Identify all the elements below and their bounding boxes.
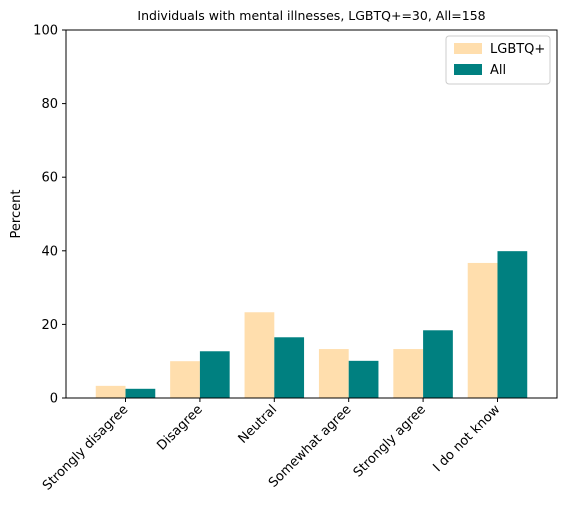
y-axis-ticks: 0 20 40 60 80 100 — [33, 24, 66, 407]
chart-title: Individuals with mental illnesses, LGBTQ… — [137, 8, 485, 23]
y-tick-label: 20 — [41, 318, 58, 333]
y-tick-label: 40 — [41, 244, 58, 259]
bar-lgbtq-3 — [318, 349, 349, 398]
bar-all-2 — [274, 337, 305, 398]
legend: LGBTQ+ All — [445, 35, 551, 85]
bars-group — [95, 251, 528, 398]
bar-all-1 — [199, 351, 230, 398]
bar-all-5 — [497, 251, 528, 398]
bar-all-0 — [125, 388, 156, 398]
y-tick-label: 80 — [41, 97, 58, 112]
bar-lgbtq-4 — [393, 349, 424, 398]
plot-frame — [65, 29, 558, 399]
y-tick-label: 100 — [33, 24, 58, 39]
legend-label-all: All — [490, 63, 506, 78]
y-tick-label: 0 — [50, 392, 58, 407]
y-axis-label: Percent — [9, 190, 24, 239]
x-tick-label: I do not know — [430, 402, 503, 475]
bar-all-4 — [423, 330, 453, 398]
bar-lgbtq-1 — [170, 361, 200, 398]
x-tick-label: Strongly disagree — [40, 402, 131, 493]
bar-all-3 — [348, 360, 379, 398]
bar-lgbtq-0 — [95, 385, 126, 398]
y-tick-label: 60 — [41, 171, 58, 186]
legend-swatch-lgbtq — [454, 43, 482, 54]
x-tick-label: Neutral — [236, 402, 281, 447]
x-tick-label: Somewhat agree — [266, 402, 355, 491]
x-tick-label: Disagree — [154, 402, 205, 453]
bar-lgbtq-2 — [244, 312, 275, 398]
x-tick-label: Strongly agree — [351, 402, 429, 480]
bar-lgbtq-5 — [467, 262, 498, 398]
legend-swatch-all — [454, 64, 482, 75]
legend-label-lgbtq: LGBTQ+ — [490, 42, 545, 57]
x-axis-ticks: Strongly disagree Disagree NeutralSomewhat… — [40, 398, 504, 494]
